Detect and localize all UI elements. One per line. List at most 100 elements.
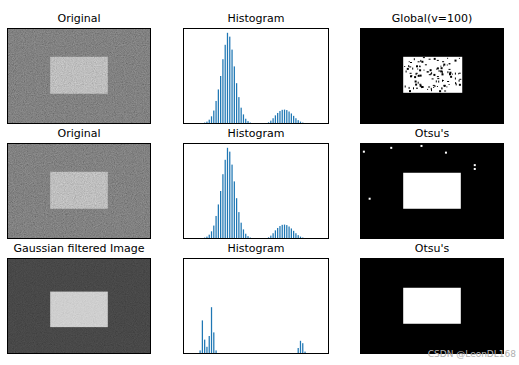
speckle	[449, 63, 451, 64]
speckle	[427, 89, 428, 90]
image-noise	[7, 258, 151, 354]
panel-image: Original	[7, 127, 151, 239]
speckle	[450, 76, 452, 78]
speckle	[442, 80, 443, 82]
speckle	[409, 61, 410, 62]
histogram-bar	[302, 343, 303, 354]
image-background	[7, 258, 151, 354]
speckle	[363, 151, 365, 153]
speckle	[437, 76, 439, 77]
image-background	[360, 258, 504, 354]
panel-title: Original	[57, 127, 100, 140]
histogram-bar	[291, 228, 292, 239]
axes-frame	[8, 29, 151, 124]
speckle	[459, 84, 461, 86]
speckle	[413, 87, 414, 89]
speckle	[445, 152, 447, 154]
image-rectangle	[403, 173, 461, 209]
speckle	[404, 66, 405, 67]
panel-image: Global(v=100)	[360, 12, 504, 124]
image-background	[7, 143, 151, 239]
speckle	[369, 198, 371, 200]
speckle	[419, 84, 421, 85]
speckle	[429, 59, 431, 60]
speckle	[438, 71, 440, 72]
panel-histogram: Histogram	[183, 127, 329, 239]
speckle	[455, 60, 457, 62]
speckle	[418, 61, 420, 62]
speckle	[412, 68, 413, 70]
speckle	[410, 73, 412, 74]
speckle	[419, 69, 421, 71]
panel-title: Global(v=100)	[392, 12, 472, 25]
speckle	[443, 80, 444, 81]
histogram-bar	[243, 114, 244, 124]
image	[360, 258, 504, 354]
speckle	[420, 145, 422, 147]
speckle	[390, 147, 392, 149]
image-background	[360, 143, 504, 239]
speckle	[414, 76, 416, 78]
histogram-bar	[213, 111, 214, 124]
histogram-bar	[218, 204, 219, 239]
speckle	[459, 58, 460, 59]
speckle	[444, 85, 446, 86]
speckle	[416, 73, 417, 75]
speckle	[437, 67, 439, 69]
histogram-bar	[238, 212, 239, 239]
speckle	[430, 73, 431, 75]
histogram-bar	[215, 101, 216, 124]
histogram-bar	[277, 113, 278, 124]
speckle	[420, 85, 422, 87]
speckle	[452, 74, 453, 75]
image	[360, 143, 504, 239]
histogram-bar	[211, 307, 212, 354]
speckle	[459, 79, 461, 80]
histogram-bar	[234, 181, 235, 239]
axes-frame	[361, 144, 504, 239]
histogram-bar	[241, 108, 242, 124]
speckle	[410, 75, 412, 77]
histogram-bar	[222, 59, 223, 124]
background	[0, 0, 519, 365]
speckle	[441, 88, 442, 89]
histogram-bar	[279, 226, 280, 239]
speckle	[459, 73, 461, 74]
histogram-bar	[286, 225, 287, 239]
histogram-bar	[231, 165, 232, 239]
speckle	[418, 75, 420, 77]
image	[7, 28, 151, 124]
speckle	[407, 68, 409, 70]
speckle	[439, 90, 441, 92]
speckle	[422, 86, 424, 88]
histogram-bar	[231, 50, 232, 124]
histogram-bar	[300, 341, 301, 354]
panel-title: Histogram	[227, 127, 284, 140]
speckle	[437, 60, 439, 61]
speckle	[438, 81, 439, 83]
histogram-bar	[284, 110, 285, 124]
speckle	[428, 87, 430, 88]
histogram-bar	[211, 231, 212, 239]
speckle	[441, 87, 442, 89]
speckle	[474, 168, 476, 170]
speckle	[437, 78, 439, 79]
speckle	[433, 85, 435, 86]
speckle	[409, 66, 411, 67]
speckle	[430, 69, 432, 71]
bars	[195, 148, 317, 239]
speckle	[434, 58, 436, 60]
image-rectangle	[403, 57, 462, 93]
image	[7, 143, 151, 239]
histogram-bar	[229, 152, 230, 239]
speckle	[434, 86, 436, 87]
speckle	[433, 74, 435, 76]
panel-title: Otsu's	[415, 242, 450, 255]
axes-frame	[8, 259, 151, 354]
speckle	[440, 66, 441, 67]
histogram-bar	[220, 76, 221, 124]
speckle	[415, 81, 417, 83]
panel-title: Gaussian filtered Image	[13, 242, 144, 255]
histogram-bar	[206, 347, 207, 354]
speckle	[421, 61, 423, 63]
